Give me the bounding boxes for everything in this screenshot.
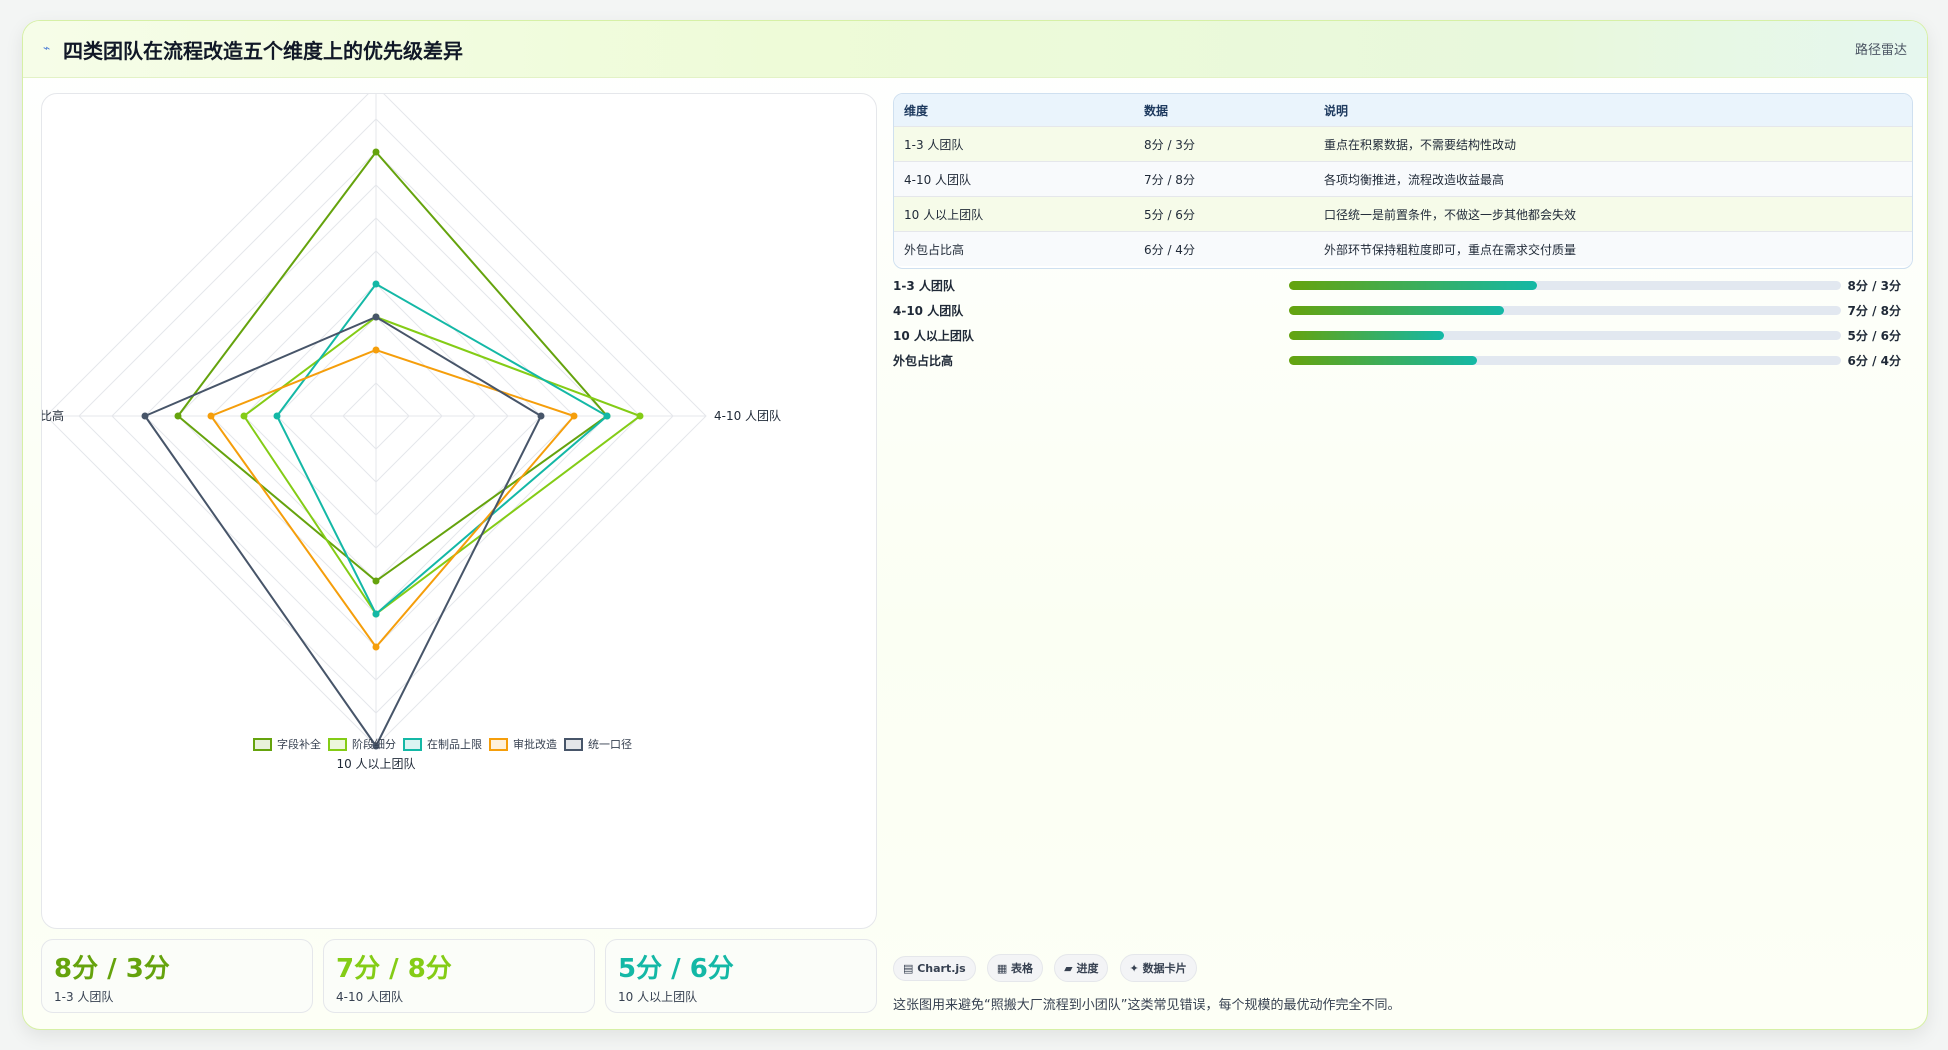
progress-fill	[1289, 331, 1444, 340]
progress-value: 6分 / 4分	[1847, 354, 1901, 368]
data-point	[603, 412, 611, 420]
progress-value: 5分 / 6分	[1847, 329, 1901, 343]
progress-fill	[1289, 356, 1477, 365]
legend-swatch	[253, 738, 272, 751]
table-header: 说明	[1314, 94, 1912, 127]
progress-track	[1289, 356, 1841, 365]
legend-swatch	[328, 738, 347, 751]
axis-label: 外包占比高	[42, 408, 64, 423]
progress-fill	[1289, 306, 1505, 315]
table-cell: 4-10 人团队	[894, 161, 1134, 197]
data-point	[240, 412, 248, 420]
legend-label: 阶段细分	[352, 737, 396, 751]
kpi-value: 5分 / 6分	[618, 954, 734, 984]
table-cell: 外包占比高	[894, 231, 1134, 266]
legend-swatch	[489, 738, 508, 751]
legend-label: 在制品上限	[427, 738, 482, 751]
progress-track	[1289, 331, 1841, 340]
legend-label: 统一口径	[588, 738, 632, 751]
data-point	[372, 313, 380, 321]
axis-label: 4-10 人团队	[714, 408, 781, 423]
legend-swatch	[403, 738, 422, 751]
kpi-card-1: 8分 / 3分 1-3 人团队	[41, 939, 313, 1013]
kpi-value: 7分 / 8分	[336, 954, 452, 984]
progress-track	[1289, 281, 1841, 290]
progress-row: 10 人以上团队 5分 / 6分	[893, 325, 1911, 350]
table-cell: 7分 / 8分	[1134, 161, 1314, 197]
table-header: 数据	[1134, 94, 1314, 127]
header-tag: 路径雷达	[1854, 43, 1907, 58]
axis-label: 10 人以上团队	[336, 756, 415, 771]
table-header: 维度	[894, 94, 1134, 127]
data-point	[372, 610, 380, 618]
progress-list: 1-3 人团队 8分 / 3分 4-10 人团队 7分 / 8分 10 人以上团…	[893, 275, 1911, 375]
data-point	[372, 643, 380, 651]
progress-value: 7分 / 8分	[1847, 304, 1901, 318]
progress-row: 外包占比高 6分 / 4分	[893, 350, 1911, 375]
table-row: 外包占比高 6分 / 4分 外部环节保持粗粒度即可，重点在需求交付质量	[894, 231, 1912, 266]
table-row: 1-3 人团队 8分 / 3分 重点在积累数据，不需要结构性改动	[894, 126, 1912, 162]
kpi-card-2: 7分 / 8分 4-10 人团队	[323, 939, 595, 1013]
progress-label: 4-10 人团队	[893, 304, 964, 318]
table-cell: 各项均衡推进，流程改造收益最高	[1314, 161, 1912, 197]
data-table: 维度 数据 说明 1-3 人团队 8分 / 3分 重点在积累数据，不需要结构性改…	[893, 93, 1913, 269]
page-title: 四类团队在流程改造五个维度上的优先级差异	[63, 39, 463, 63]
data-point	[207, 412, 215, 420]
progress-row: 1-3 人团队 8分 / 3分	[893, 275, 1911, 300]
table-cell: 口径统一是前置条件，不做这一步其他都会失效	[1314, 196, 1912, 232]
data-point	[372, 577, 380, 585]
chip-data-card[interactable]: ✦ 数据卡片	[1119, 954, 1197, 982]
data-point	[372, 280, 380, 288]
legend-label: 审批改造	[513, 737, 557, 751]
table-cell: 重点在积累数据，不需要结构性改动	[1314, 126, 1912, 162]
main-card: ⌁ 四类团队在流程改造五个维度上的优先级差异 路径雷达 1-3 人团队4-10 …	[22, 20, 1928, 1030]
chart-logo-icon: ⌁	[43, 41, 51, 55]
data-point	[636, 412, 644, 420]
data-point	[537, 412, 545, 420]
progress-track	[1289, 306, 1841, 315]
chip-progress[interactable]: ▰ 进度	[1054, 954, 1109, 982]
legend-swatch	[564, 738, 583, 751]
data-point	[372, 346, 380, 354]
data-point	[174, 412, 182, 420]
table-cell: 外部环节保持粗粒度即可，重点在需求交付质量	[1314, 231, 1912, 266]
table-row: 10 人以上团队 5分 / 6分 口径统一是前置条件，不做这一步其他都会失效	[894, 196, 1912, 232]
progress-label: 1-3 人团队	[893, 279, 955, 293]
chip-table[interactable]: ▦ 表格	[986, 954, 1044, 982]
data-point	[570, 412, 578, 420]
kpi-label: 1-3 人团队	[54, 990, 114, 1004]
kpi-card-3: 5分 / 6分 10 人以上团队	[605, 939, 877, 1013]
table-cell: 10 人以上团队	[894, 196, 1134, 232]
table-cell: 5分 / 6分	[1134, 196, 1314, 232]
kpi-label: 10 人以上团队	[618, 990, 698, 1004]
table-cell: 8分 / 3分	[1134, 126, 1314, 162]
table-cell: 1-3 人团队	[894, 126, 1134, 162]
chip-list: ▤ Chart.js ▦ 表格 ▰ 进度 ✦ 数据卡片	[893, 954, 1203, 982]
progress-row: 4-10 人团队 7分 / 8分	[893, 300, 1911, 325]
progress-fill	[1289, 281, 1538, 290]
data-point	[372, 742, 380, 750]
data-point	[372, 148, 380, 156]
table-cell: 6分 / 4分	[1134, 231, 1314, 266]
data-point	[273, 412, 281, 420]
table-row: 4-10 人团队 7分 / 8分 各项均衡推进，流程改造收益最高	[894, 161, 1912, 197]
header: ⌁ 四类团队在流程改造五个维度上的优先级差异 路径雷达	[23, 21, 1927, 78]
kpi-value: 8分 / 3分	[54, 954, 170, 984]
chip-chartjs[interactable]: ▤ Chart.js	[893, 956, 976, 981]
progress-value: 8分 / 3分	[1847, 279, 1901, 293]
footnote: 这张图用来避免“照搬大厂流程到小团队”这类常见错误，每个规模的最优动作完全不同。	[893, 998, 1401, 1013]
kpi-label: 4-10 人团队	[336, 990, 404, 1004]
progress-label: 10 人以上团队	[893, 329, 974, 343]
progress-label: 外包占比高	[893, 354, 954, 368]
legend-label: 字段补全	[277, 737, 321, 751]
data-point	[141, 412, 149, 420]
